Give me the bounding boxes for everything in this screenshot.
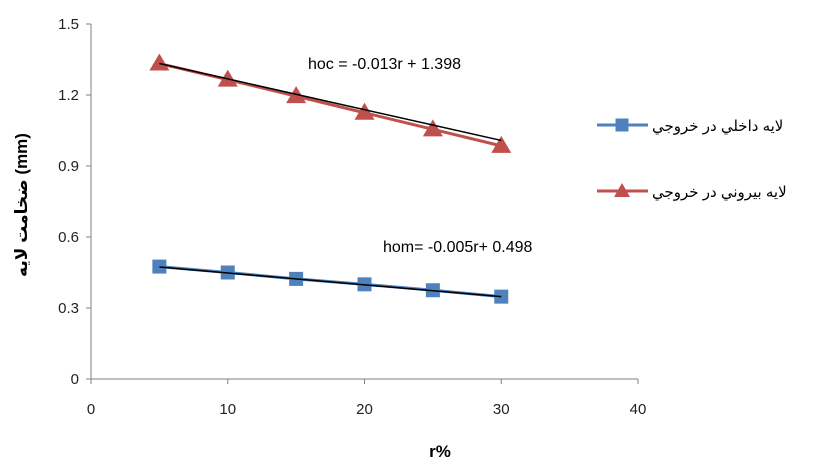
x-tick-label: 10 <box>219 401 236 418</box>
y-tick-label: 1.2 <box>58 87 79 104</box>
x-axis-title: r% <box>429 442 451 461</box>
data-point-outer <box>354 102 375 120</box>
data-point-outer <box>217 69 238 87</box>
inner-trendline-equation: hom= -0.005r+ 0.498 <box>383 239 533 256</box>
y-axis-title: ضخامت لايه (mm) <box>12 133 31 277</box>
axes <box>90 24 638 380</box>
legend-label-outer: لايه بيروني در خروجي <box>652 184 787 202</box>
data-point-outer <box>422 119 443 137</box>
series <box>149 53 512 304</box>
legend: لايه داخلي در خروجي لايه بيروني در خروجي <box>597 118 787 202</box>
legend-triangle-marker <box>614 183 630 197</box>
trendlines <box>159 62 502 298</box>
data-point-outer <box>149 53 170 71</box>
x-tick-label: 20 <box>356 401 373 418</box>
y-tick-label: 0.9 <box>58 158 79 175</box>
data-point-inner <box>152 259 167 274</box>
y-tick-label: 1.5 <box>58 16 79 33</box>
x-tick-label: 30 <box>493 401 510 418</box>
data-point-outer <box>491 135 512 153</box>
series-line-outer <box>159 62 502 148</box>
y-tick-label: 0.3 <box>58 300 79 317</box>
legend-label-inner: لايه داخلي در خروجي <box>652 118 783 136</box>
x-tick-label: 40 <box>630 401 647 418</box>
trendline-inner <box>159 266 502 298</box>
legend-item-inner: لايه داخلي در خروجي <box>597 118 783 136</box>
x-tick-label: 0 <box>87 401 95 418</box>
outer-trendline-equation: hoc = -0.013r + 1.398 <box>308 56 461 73</box>
y-tick-label: 0.6 <box>58 229 79 246</box>
legend-item-outer: لايه بيروني در خروجي <box>597 183 787 202</box>
trendline-outer <box>159 62 502 142</box>
y-tick-label: 0 <box>71 371 79 388</box>
legend-square-marker <box>615 118 629 132</box>
ticks: 0 0.3 0.6 0.9 1.2 1.5 0 10 20 30 40 <box>58 16 646 418</box>
